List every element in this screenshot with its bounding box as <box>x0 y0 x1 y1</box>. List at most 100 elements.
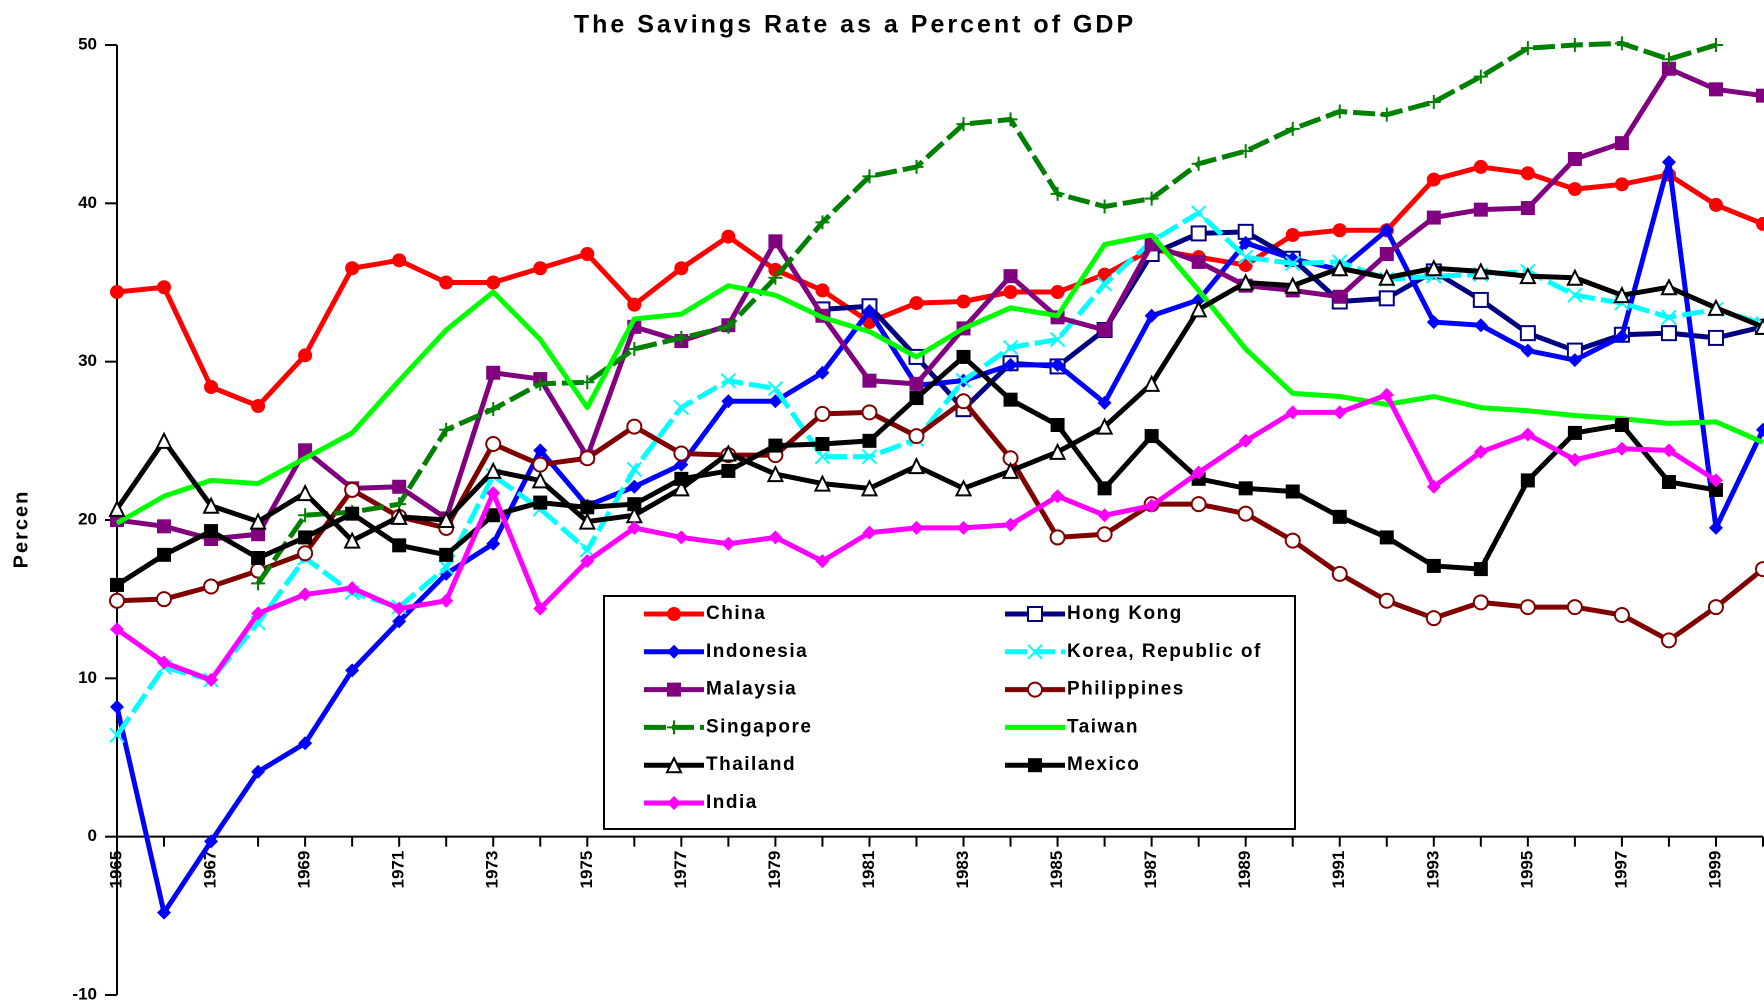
series <box>109 393 1764 649</box>
marker <box>157 905 172 920</box>
marker <box>1285 121 1300 136</box>
legend-label: Korea, Republic of <box>1067 641 1262 662</box>
marker <box>909 391 924 406</box>
marker <box>1049 331 1066 348</box>
marker <box>486 536 501 551</box>
marker <box>1027 606 1043 622</box>
marker <box>1661 443 1676 458</box>
marker <box>1567 287 1583 303</box>
marker <box>1426 210 1441 225</box>
marker <box>862 304 877 318</box>
marker <box>721 229 736 244</box>
marker <box>627 297 642 312</box>
marker <box>1567 38 1582 52</box>
marker <box>202 496 220 514</box>
x-tick-label: 1991 <box>1329 851 1348 889</box>
marker <box>1520 473 1535 488</box>
marker <box>1143 374 1161 392</box>
marker <box>157 547 172 562</box>
marker <box>1285 228 1300 242</box>
marker <box>674 261 689 276</box>
marker <box>1190 300 1208 318</box>
marker <box>1284 276 1302 294</box>
legend-marker <box>667 796 681 810</box>
marker <box>813 474 832 492</box>
marker <box>1660 325 1677 342</box>
x-tick-label: 1997 <box>1611 851 1630 889</box>
x-tick-label: 1999 <box>1705 851 1724 889</box>
marker <box>768 234 783 249</box>
marker <box>298 587 313 602</box>
series <box>110 159 1764 413</box>
marker <box>108 499 126 517</box>
marker <box>533 376 548 391</box>
marker <box>1567 452 1582 467</box>
marker <box>157 280 172 295</box>
x-tick-label: 1969 <box>295 851 314 889</box>
marker <box>674 457 689 472</box>
y-tick-label: -10 <box>72 984 97 1003</box>
marker <box>1472 262 1490 280</box>
marker <box>392 253 407 268</box>
marker <box>532 456 549 473</box>
legend-marker <box>1027 681 1043 698</box>
marker <box>1050 285 1065 299</box>
marker <box>1567 182 1582 197</box>
marker <box>1708 520 1723 535</box>
marker <box>1190 225 1207 242</box>
marker <box>109 592 125 609</box>
y-tick-label: 50 <box>78 34 97 53</box>
marker <box>1237 249 1254 265</box>
marker <box>861 448 878 465</box>
marker <box>439 547 454 562</box>
marker <box>1613 607 1630 623</box>
marker <box>204 834 219 849</box>
marker <box>484 461 502 479</box>
marker <box>1285 484 1300 499</box>
marker <box>1519 266 1537 285</box>
x-tick-label: 1985 <box>1047 851 1066 889</box>
legend-label: China <box>706 603 766 624</box>
marker <box>1614 177 1629 192</box>
series <box>108 259 1764 549</box>
marker <box>1332 405 1347 420</box>
marker <box>1191 254 1206 269</box>
marker <box>1097 508 1112 523</box>
marker <box>439 275 454 290</box>
marker <box>580 247 595 261</box>
marker <box>721 394 736 409</box>
marker <box>815 554 830 569</box>
marker <box>719 444 737 462</box>
marker <box>667 644 681 659</box>
marker <box>437 510 455 528</box>
marker <box>1003 285 1018 299</box>
marker <box>1003 392 1018 407</box>
marker <box>156 591 173 608</box>
marker <box>1707 329 1724 346</box>
x-tick-label: 1993 <box>1423 851 1442 889</box>
marker <box>392 479 407 494</box>
marker <box>815 437 830 451</box>
marker <box>251 527 266 542</box>
marker <box>1660 278 1678 296</box>
x-tick-label: 1971 <box>389 851 408 889</box>
marker <box>1002 339 1019 356</box>
marker <box>1190 496 1207 513</box>
marker <box>1049 529 1066 546</box>
marker <box>345 581 360 596</box>
marker <box>1332 104 1347 119</box>
legend-marker <box>1027 644 1043 660</box>
marker <box>1191 156 1206 171</box>
marker <box>1708 82 1723 97</box>
y-tick-label: 40 <box>78 193 97 212</box>
marker <box>956 294 971 309</box>
line <box>115 232 1764 526</box>
marker <box>672 479 690 497</box>
marker <box>1238 481 1253 496</box>
marker <box>1614 418 1629 432</box>
marker <box>626 461 643 478</box>
marker <box>1756 88 1764 103</box>
legend-marker <box>667 720 681 735</box>
marker <box>674 530 689 545</box>
